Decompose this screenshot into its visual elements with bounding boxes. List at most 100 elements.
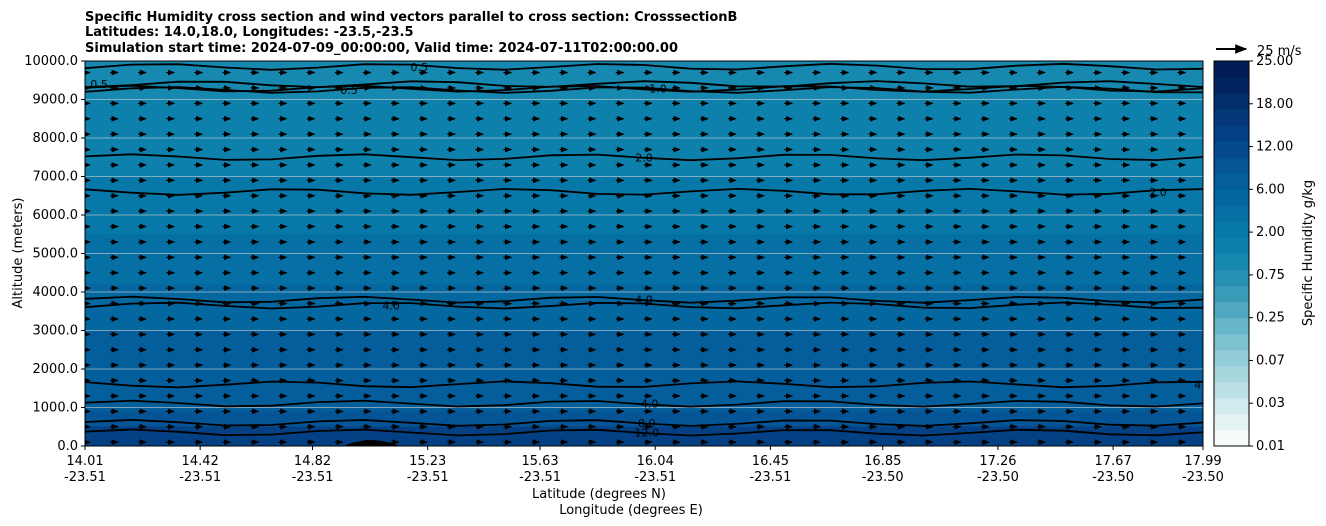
chart-title-line-1: Specific Humidity cross section and wind… xyxy=(85,10,737,25)
x-tick-label-latitude: 17.67 xyxy=(1095,454,1132,469)
y-axis-label: Altitude (meters) xyxy=(11,198,26,309)
colorbar-swatch xyxy=(1214,381,1249,399)
contour-line xyxy=(85,418,1203,427)
colorbar-ticks: 0.01 0.03 0.07 0.25 0.75 2.00 6.00 12.00 18.00 25… xyxy=(1249,54,1293,454)
x-axis-label-longitude: Longitude (degrees E) xyxy=(559,503,703,518)
colorbar-tick-label: 0.25 xyxy=(1256,311,1285,326)
colorbar-swatch xyxy=(1214,429,1249,447)
chart-title-line-2: Latitudes: 14.0,18.0, Longitudes: -23.5,… xyxy=(85,25,414,40)
humidity-band xyxy=(85,176,1203,235)
contour-line xyxy=(85,187,1203,196)
colorbar-swatch xyxy=(1214,413,1249,431)
x-tick-label-latitude: 16.45 xyxy=(752,454,789,469)
x-tick-label-longitude: -23.50 xyxy=(1092,470,1134,485)
x-tick-label-longitude: -23.51 xyxy=(519,470,561,485)
colorbar-swatch xyxy=(1214,189,1249,206)
x-tick-label-latitude: 14.01 xyxy=(66,454,103,469)
colorbar-swatch xyxy=(1214,365,1249,383)
contour-label: 2.0 xyxy=(635,151,653,164)
contour-line xyxy=(85,62,1203,71)
plot-area: 0.5 0.5 0.5 1.0 2.0 2.0 4.0 4.0 4.0 4.0 8.012.0 xyxy=(85,61,1212,446)
colorbar-tick-label: 0.01 xyxy=(1256,439,1285,454)
colorbar-tick-label: 0.07 xyxy=(1256,353,1285,368)
contour-label: 4.0 xyxy=(1194,378,1212,391)
y-tick-label: 5000.0 xyxy=(33,247,79,262)
y-axis: 0.0 1000.0 2000.0 3000.0 4000.0 5000.0 6000.0 7… xyxy=(24,54,85,454)
contour-label: 12.0 xyxy=(635,427,660,440)
x-tick-label-latitude: 14.82 xyxy=(294,454,331,469)
contour-label: 2.0 xyxy=(1149,186,1167,199)
contour-line xyxy=(85,399,1203,408)
colorbar-tick-label: 6.00 xyxy=(1256,182,1285,197)
colorbar-swatch xyxy=(1214,93,1249,110)
colorbar-swatch xyxy=(1214,157,1249,174)
colorbar-swatch xyxy=(1214,301,1249,319)
x-tick-label-longitude: -23.50 xyxy=(977,470,1019,485)
x-axis: 14.01-23.5114.42-23.5114.82-23.5115.23-2… xyxy=(64,446,1224,485)
x-tick-label-latitude: 15.23 xyxy=(409,454,446,469)
colorbar-swatch xyxy=(1214,349,1249,367)
y-tick-label: 0.0 xyxy=(57,439,78,454)
wind-vectors xyxy=(85,69,1187,446)
x-tick-label-longitude: -23.51 xyxy=(407,470,449,485)
contour-label: 4.0 xyxy=(382,299,400,312)
colorbar-tick-label: 0.75 xyxy=(1256,268,1285,283)
colorbar-tick-label: 0.03 xyxy=(1256,396,1285,411)
contour-line xyxy=(85,295,1203,304)
x-axis-label-latitude: Latitude (degrees N) xyxy=(532,487,666,502)
contour-lines xyxy=(85,62,1203,437)
x-tick-label-latitude: 16.85 xyxy=(864,454,901,469)
y-tick-label: 8000.0 xyxy=(33,131,79,146)
colorbar-swatch xyxy=(1214,221,1249,238)
colorbar-swatch xyxy=(1214,285,1249,303)
x-tick-label-longitude: -23.51 xyxy=(64,470,106,485)
y-tick-label: 10000.0 xyxy=(24,54,78,69)
contour-label: 0.5 xyxy=(340,84,358,97)
contour-label: 8.0 xyxy=(638,417,656,430)
y-tick-label: 4000.0 xyxy=(33,285,79,300)
colorbar-swatch xyxy=(1214,109,1249,126)
colorbar-swatch xyxy=(1214,237,1249,254)
contour-label: 0.5 xyxy=(90,78,108,91)
y-tick-label: 1000.0 xyxy=(33,401,79,416)
colorbar-swatch xyxy=(1214,205,1249,222)
x-tick-label-longitude: -23.51 xyxy=(292,470,334,485)
colorbar xyxy=(1214,61,1249,447)
y-tick-label: 7000.0 xyxy=(33,170,79,185)
colorbar-swatch xyxy=(1214,77,1249,94)
x-tick-label-longitude: -23.50 xyxy=(1182,470,1224,485)
x-tick-label-longitude: -23.50 xyxy=(862,470,904,485)
y-tick-label: 9000.0 xyxy=(33,93,79,108)
colorbar-tick-label: 25.00 xyxy=(1256,54,1293,69)
humidity-band xyxy=(85,411,1203,427)
x-tick-label-longitude: -23.51 xyxy=(749,470,791,485)
contour-label: 0.5 xyxy=(411,61,429,74)
x-tick-label-latitude: 15.63 xyxy=(521,454,558,469)
colorbar-tick-label: 18.00 xyxy=(1256,97,1293,112)
x-tick-label-latitude: 14.42 xyxy=(182,454,219,469)
x-tick-label-latitude: 17.26 xyxy=(979,454,1016,469)
colorbar-tick-label: 12.00 xyxy=(1256,140,1293,155)
reference-vector-label: 25 m/s xyxy=(1257,44,1302,59)
contour-label: 4.0 xyxy=(635,294,653,307)
colorbar-swatch xyxy=(1214,61,1249,78)
colorbar-swatch xyxy=(1214,269,1249,287)
humidity-band xyxy=(85,61,1203,100)
chart-title-line-3: Simulation start time: 2024-07-09_00:00:… xyxy=(85,41,678,56)
colorbar-swatch xyxy=(1214,253,1249,271)
contour-labels: 0.5 0.5 0.5 1.0 2.0 2.0 4.0 4.0 4.0 4.0 8.012.0 xyxy=(90,61,1212,440)
colorbar-swatch xyxy=(1214,397,1249,415)
x-tick-label-longitude: -23.51 xyxy=(634,470,676,485)
colorbar-swatch xyxy=(1214,141,1249,158)
colorbar-swatch xyxy=(1214,333,1249,351)
colorbar-label: Specific Humidity g/kg xyxy=(1301,180,1316,326)
contour-line xyxy=(85,428,1203,437)
colorbar-swatch xyxy=(1214,317,1249,335)
y-tick-label: 2000.0 xyxy=(33,362,79,377)
x-tick-label-latitude: 16.04 xyxy=(637,454,674,469)
contour-label: 1.0 xyxy=(649,83,667,96)
contour-label: 4.0 xyxy=(641,398,659,411)
y-tick-label: 3000.0 xyxy=(33,324,79,339)
gridlines xyxy=(85,99,1203,408)
